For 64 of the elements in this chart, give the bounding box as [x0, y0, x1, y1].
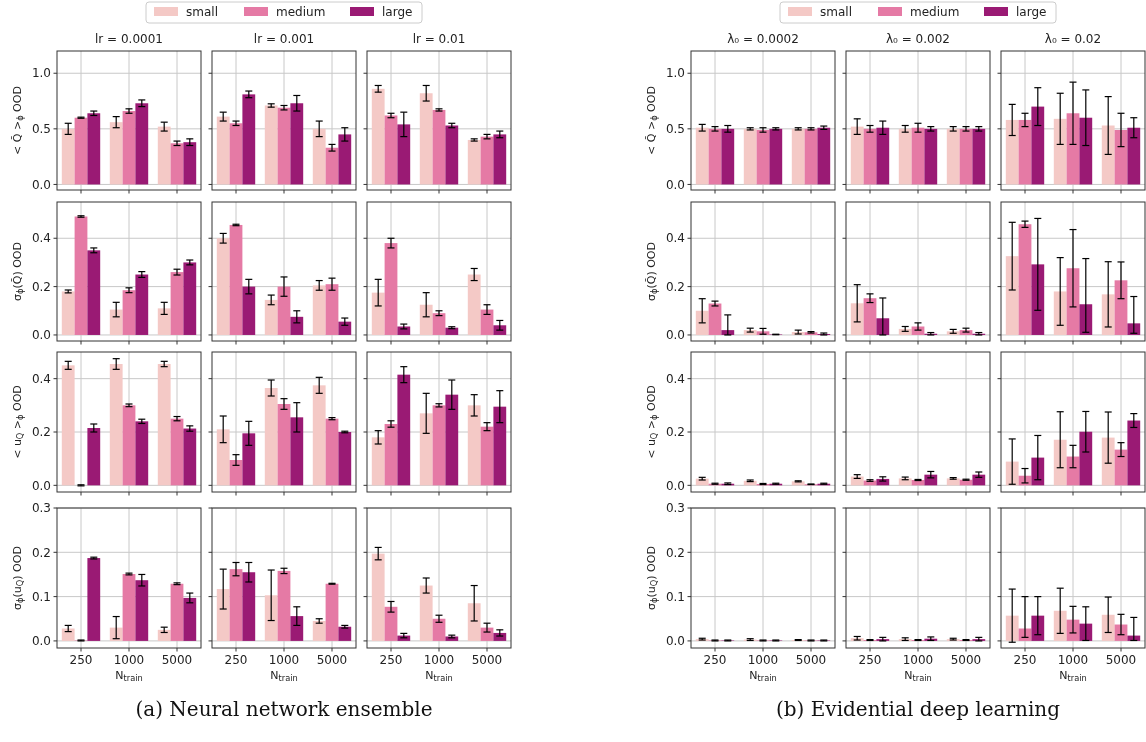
- x-tick-label: 5000: [316, 653, 348, 667]
- chart-title: λ₀ = 0.002: [886, 32, 950, 46]
- y-tick-label: 0.4: [665, 371, 685, 386]
- x-tick-label: 1000: [1057, 653, 1089, 667]
- x-tick-label: 250: [703, 653, 727, 667]
- legend-label: large: [382, 5, 413, 19]
- legend-label: large: [1016, 5, 1047, 19]
- x-tick-label: 1000: [268, 653, 300, 667]
- y-tick-label: 0.1: [31, 589, 51, 604]
- y-tick-label: 0.1: [665, 589, 685, 604]
- x-tick-label: 250: [1013, 653, 1037, 667]
- x-axis-title: N$_{train}$: [904, 669, 932, 683]
- text: (a) Neural network ensemble: [135, 697, 433, 721]
- y-tick-label: 0.0: [31, 478, 51, 493]
- x-tick-label: 1000: [423, 653, 455, 667]
- y-tick-label: 1.0: [31, 66, 51, 81]
- legend-label: medium: [910, 5, 960, 19]
- y-tick-label: 0.3: [31, 501, 51, 516]
- x-tick-label: 1000: [113, 653, 145, 667]
- y-tick-label: 0.2: [665, 545, 685, 560]
- x-axis-title: N$_{train}$: [115, 669, 143, 683]
- y-tick-label: 0.5: [665, 122, 685, 137]
- y-tick-label: 0.4: [665, 231, 685, 246]
- x-tick-label: 5000: [795, 653, 827, 667]
- y-tick-label: 1.0: [665, 66, 685, 81]
- y-tick-label: 0.4: [31, 231, 51, 246]
- x-tick-label: 250: [858, 653, 882, 667]
- y-tick-label: 0.2: [665, 425, 685, 440]
- y-tick-label: 0.0: [665, 478, 685, 493]
- chart-title: lr = 0.0001: [95, 32, 163, 46]
- y-tick-label: 0.2: [665, 279, 685, 294]
- x-tick-label: 5000: [471, 653, 503, 667]
- x-tick-label: 250: [69, 653, 93, 667]
- chart-title: lr = 0.01: [412, 32, 466, 46]
- legend-label: small: [820, 5, 852, 19]
- y-tick-label: 0.2: [31, 425, 51, 440]
- y-tick-label: 0.0: [665, 177, 685, 192]
- x-tick-label: 5000: [1105, 653, 1137, 667]
- y-tick-label: 0.3: [665, 501, 685, 516]
- x-tick-label: 5000: [161, 653, 193, 667]
- y-tick-label: 0.2: [31, 279, 51, 294]
- legend-label: medium: [276, 5, 326, 19]
- chart-title: lr = 0.001: [253, 32, 315, 46]
- y-tick-label: 0.0: [665, 328, 685, 343]
- x-axis-title: N$_{train}$: [425, 669, 453, 683]
- chart-title: λ₀ = 0.0002: [727, 32, 799, 46]
- y-tick-label: 0.0: [31, 634, 51, 649]
- y-tick-label: 0.2: [31, 545, 51, 560]
- legend-label: small: [186, 5, 218, 19]
- x-axis-title: N$_{train}$: [749, 669, 777, 683]
- x-tick-label: 250: [379, 653, 403, 667]
- x-axis-title: N$_{train}$: [270, 669, 298, 683]
- y-tick-label: 0.5: [31, 122, 51, 137]
- y-tick-label: 0.4: [31, 371, 51, 386]
- x-axis-title: N$_{train}$: [1059, 669, 1087, 683]
- chart-title: λ₀ = 0.02: [1044, 32, 1102, 46]
- x-tick-label: 5000: [950, 653, 982, 667]
- y-tick-label: 0.0: [31, 177, 51, 192]
- y-tick-label: 0.0: [665, 634, 685, 649]
- text: (b) Evidential deep learning: [775, 697, 1061, 721]
- x-tick-label: 250: [224, 653, 248, 667]
- y-tick-label: 0.0: [31, 328, 51, 343]
- x-tick-label: 1000: [902, 653, 934, 667]
- x-tick-label: 1000: [747, 653, 779, 667]
